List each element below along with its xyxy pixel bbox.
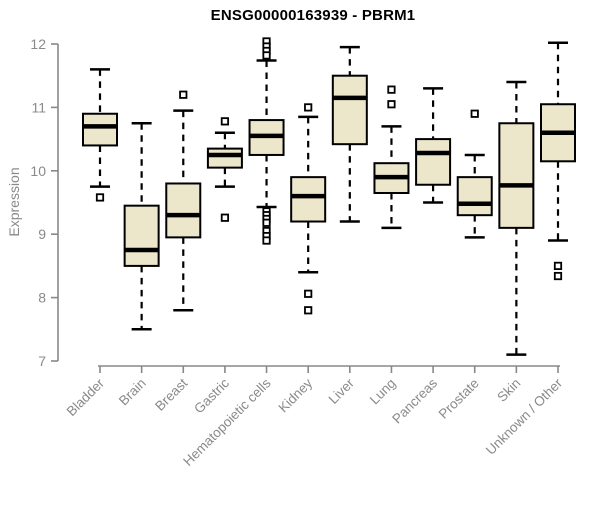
x-tick-label-unknown-other: Unknown / Other xyxy=(483,375,566,458)
outlier-point-unknown-other xyxy=(553,271,563,281)
iqr-box-pancreas xyxy=(415,138,452,186)
x-tick-label-bladder: Bladder xyxy=(64,375,108,419)
x-tick-label-pancreas: Pancreas xyxy=(389,375,440,426)
outlier-point-lung xyxy=(387,85,396,94)
x-tick-label-skin: Skin xyxy=(494,376,523,405)
outlier-point-hematopoietic-cells xyxy=(262,51,271,60)
box-kidney xyxy=(290,103,327,315)
outlier-point-bladder xyxy=(95,193,105,202)
outlier-point-prostate xyxy=(470,109,479,118)
iqr-box-skin xyxy=(498,122,535,229)
x-tick-label-gastric: Gastric xyxy=(191,375,232,416)
outlier-point-breast xyxy=(179,90,188,99)
outlier-point-gastric xyxy=(220,213,230,222)
x-tick-label-brain: Brain xyxy=(116,376,149,409)
box-lung xyxy=(373,85,410,230)
outlier-point-hematopoietic-cells xyxy=(262,236,271,245)
y-tick-label-8: 8 xyxy=(38,290,46,306)
iqr-box-brain xyxy=(123,204,160,267)
outlier-point-lung xyxy=(387,100,396,109)
y-tick-label-10: 10 xyxy=(30,163,46,179)
y-axis-label: Expression xyxy=(6,167,22,237)
iqr-box-kidney xyxy=(290,176,327,223)
iqr-box-liver xyxy=(331,74,368,146)
outlier-point-kidney xyxy=(304,103,313,112)
box-gastric xyxy=(206,117,243,222)
x-tick-label-lung: Lung xyxy=(367,376,399,408)
y-tick-label-7: 7 xyxy=(38,353,46,369)
outlier-point-hematopoietic-cells xyxy=(262,218,271,227)
chart-title: ENSG00000163939 - PBRM1 xyxy=(210,7,416,24)
y-tick-label-11: 11 xyxy=(31,99,46,115)
box-skin xyxy=(498,80,535,356)
x-tick-label-liver: Liver xyxy=(326,375,358,407)
box-prostate xyxy=(456,109,493,239)
iqr-box-breast xyxy=(165,182,202,239)
box-breast xyxy=(165,90,202,312)
box-unknown-other xyxy=(540,41,576,281)
outlier-point-kidney xyxy=(304,289,313,298)
x-tick-label-prostate: Prostate xyxy=(436,376,482,422)
y-tick-label-12: 12 xyxy=(30,36,46,52)
y-tick-label-9: 9 xyxy=(38,226,46,242)
outlier-point-gastric xyxy=(220,117,230,126)
outlier-point-unknown-other xyxy=(553,261,563,271)
box-brain xyxy=(123,122,160,331)
iqr-box-prostate xyxy=(456,176,493,217)
box-bladder xyxy=(82,68,118,202)
x-tick-label-kidney: Kidney xyxy=(276,375,316,415)
iqr-box-gastric xyxy=(206,147,243,169)
outlier-point-kidney xyxy=(304,306,313,315)
iqr-box-bladder xyxy=(82,112,118,147)
box-pancreas xyxy=(415,87,452,204)
box-liver xyxy=(331,45,368,223)
x-tick-label-breast: Breast xyxy=(152,375,190,413)
box-hematopoietic-cells xyxy=(248,37,285,245)
